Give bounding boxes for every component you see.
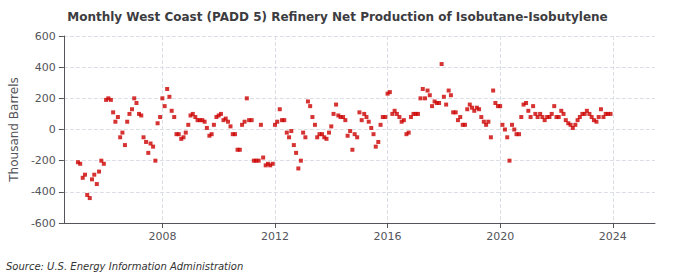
svg-text:0: 0: [49, 123, 56, 136]
svg-text:Source: U.S. Energy Informatio: Source: U.S. Energy Information Administ…: [6, 261, 243, 272]
svg-text:-400: -400: [31, 185, 56, 198]
svg-text:Monthly West Coast (PADD 5) Re: Monthly West Coast (PADD 5) Refinery Net…: [67, 10, 608, 24]
svg-text:2008: 2008: [148, 230, 176, 243]
svg-text:2012: 2012: [261, 230, 289, 243]
svg-text:600: 600: [35, 30, 56, 43]
svg-text:2024: 2024: [599, 230, 627, 243]
svg-text:400: 400: [35, 61, 56, 74]
svg-text:200: 200: [35, 92, 56, 105]
svg-text:-600: -600: [31, 217, 56, 230]
svg-text:-200: -200: [31, 154, 56, 167]
svg-text:Thousand Barrels: Thousand Barrels: [7, 77, 21, 182]
svg-text:2020: 2020: [486, 230, 514, 243]
svg-text:2016: 2016: [374, 230, 402, 243]
